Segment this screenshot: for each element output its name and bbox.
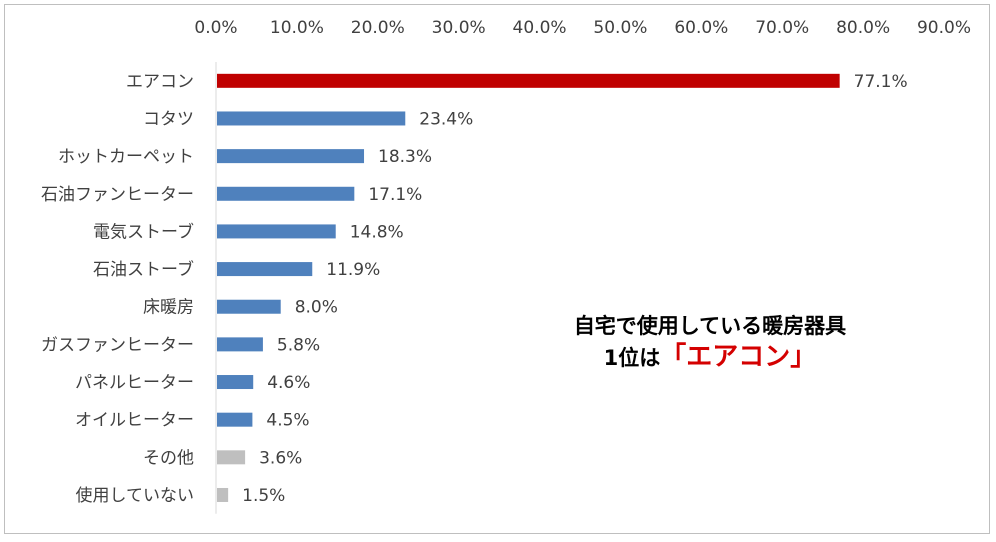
data-label: 5.8% [277, 335, 320, 355]
data-label: 23.4% [419, 109, 473, 129]
bar [217, 375, 254, 390]
chart-frame [4, 4, 990, 534]
category-label: コタツ [143, 109, 194, 129]
category-label: エアコン [126, 72, 194, 92]
data-label: 17.1% [368, 185, 422, 205]
category-label: ガスファンヒーター [41, 335, 194, 355]
bar [217, 111, 406, 126]
x-tick-label: 70.0% [755, 18, 809, 38]
category-label: 電気ストーブ [93, 221, 194, 242]
bar [217, 299, 281, 314]
x-tick-label: 0.0% [194, 18, 237, 38]
data-label: 4.5% [266, 411, 309, 431]
annotation-line1: 自宅で使用している暖房器具 [573, 314, 847, 338]
data-label: 14.8% [350, 222, 404, 242]
bar [217, 149, 365, 164]
bar [217, 337, 263, 352]
category-label: 石油ファンヒーター [41, 185, 194, 205]
x-tick-label: 10.0% [270, 18, 324, 38]
chart-annotation: 自宅で使用している暖房器具 1位は「エアコン」 [520, 312, 900, 375]
category-label: オイルヒーター [75, 411, 194, 431]
category-label: ホットカーペット [58, 147, 194, 167]
x-tick-label: 20.0% [351, 18, 405, 38]
bar [217, 262, 313, 277]
x-tick-label: 90.0% [917, 18, 971, 38]
bar [217, 450, 246, 465]
data-label: 3.6% [259, 448, 302, 468]
x-tick-label: 60.0% [674, 18, 728, 38]
data-label: 11.9% [326, 260, 380, 280]
annotation-line2: 1位は「エアコン」 [520, 340, 900, 375]
category-label: パネルヒーター [75, 373, 194, 393]
category-label: 石油ストーブ [93, 259, 194, 280]
bar [217, 186, 355, 201]
category-label: その他 [143, 448, 194, 468]
category-label: 床暖房 [143, 298, 194, 318]
data-label: 4.6% [267, 373, 310, 393]
x-tick-label: 30.0% [432, 18, 486, 38]
annotation-highlight: 「エアコン」 [660, 342, 817, 372]
data-label: 77.1% [854, 72, 908, 92]
bar [217, 73, 840, 88]
x-tick-label: 50.0% [593, 18, 647, 38]
x-tick-label: 80.0% [836, 18, 890, 38]
category-label: 使用していない [76, 485, 195, 506]
x-tick-label: 40.0% [513, 18, 567, 38]
annotation-prefix: 1位は [603, 346, 661, 370]
bar [217, 224, 336, 239]
bar [217, 487, 229, 502]
data-label: 1.5% [242, 486, 285, 506]
bar [217, 412, 253, 427]
data-label: 18.3% [378, 147, 432, 167]
data-label: 8.0% [295, 298, 338, 318]
